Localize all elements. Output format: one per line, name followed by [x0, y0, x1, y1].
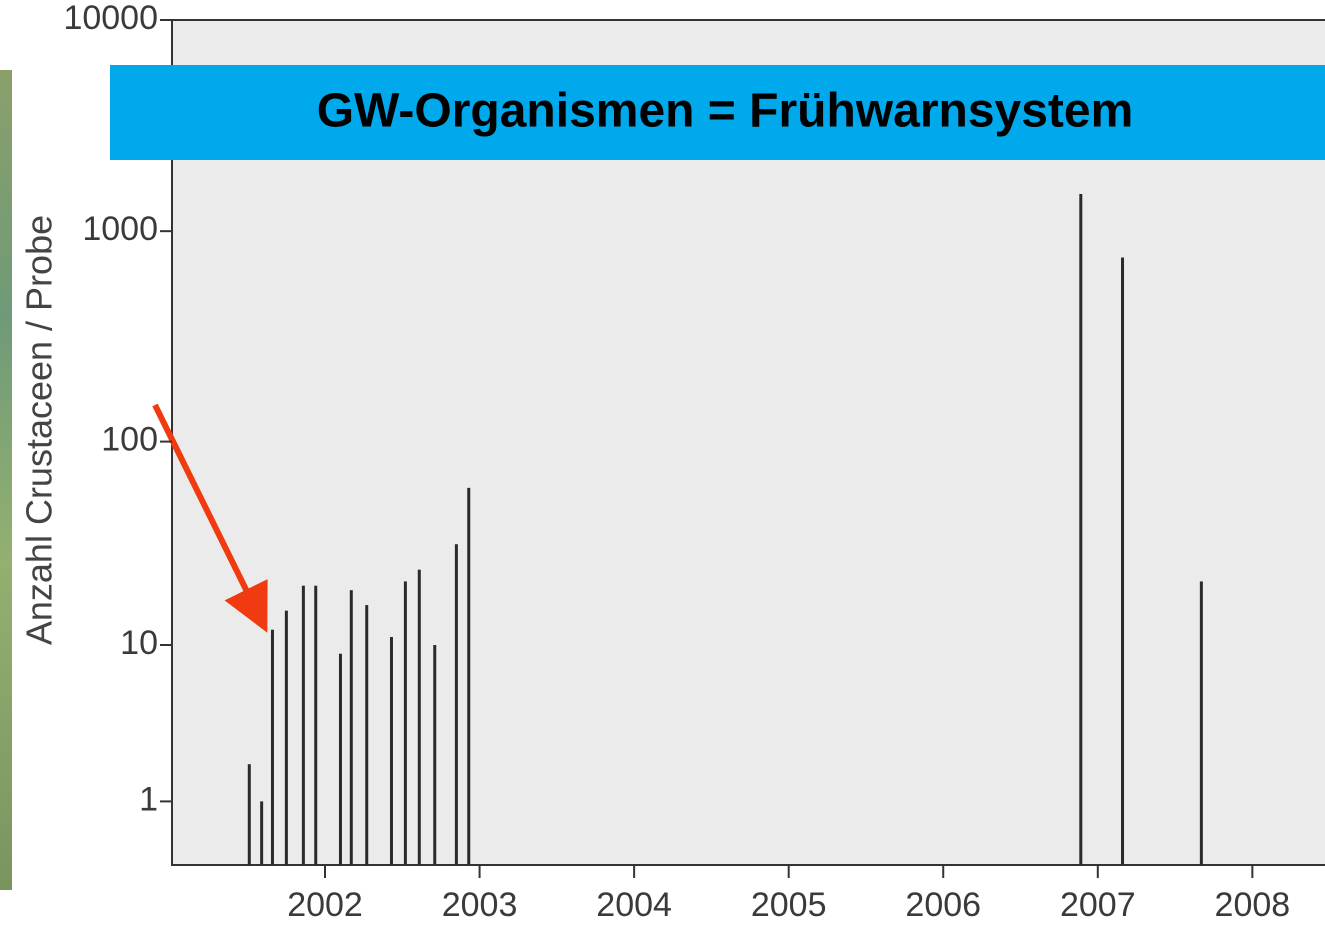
y-tick-label: 1 — [139, 780, 158, 818]
bar — [248, 764, 251, 865]
bar — [302, 586, 305, 865]
bar — [260, 801, 263, 865]
y-tick-label: 1000 — [82, 210, 158, 248]
bar — [350, 590, 353, 865]
x-tick-label: 2007 — [1060, 886, 1136, 924]
y-axis-label: Anzahl Crustaceen / Probe — [19, 215, 60, 645]
bar — [1079, 194, 1082, 865]
bar — [433, 645, 436, 865]
chart-title: GW-Organismen = Frühwarnsystem — [317, 85, 1134, 138]
x-tick-label: 2002 — [287, 886, 363, 924]
x-tick-label: 2006 — [905, 886, 981, 924]
bar — [390, 637, 393, 865]
x-tick-label: 2003 — [442, 886, 518, 924]
bar — [455, 544, 458, 865]
bar — [365, 605, 368, 865]
y-tick-label: 10 — [120, 624, 158, 662]
bar — [339, 654, 342, 865]
bar — [271, 630, 274, 865]
chart: GW-Organismen = Frühwarnsystem Anzahl Cr… — [0, 0, 1325, 925]
x-tick-label: 2008 — [1215, 886, 1291, 924]
bar — [1200, 581, 1203, 865]
bar — [314, 586, 317, 865]
background-map — [0, 70, 12, 890]
bar — [285, 611, 288, 865]
y-tick-label: 10000 — [63, 0, 158, 37]
x-tick-label: 2004 — [596, 886, 672, 924]
bar — [1121, 258, 1124, 865]
x-tick-label: 2005 — [751, 886, 827, 924]
bar — [467, 488, 470, 865]
y-tick-label: 100 — [101, 421, 158, 459]
bar — [418, 570, 421, 865]
bar — [404, 581, 407, 865]
page: GW-Organismen = Frühwarnsystem Anzahl Cr… — [0, 0, 1325, 925]
